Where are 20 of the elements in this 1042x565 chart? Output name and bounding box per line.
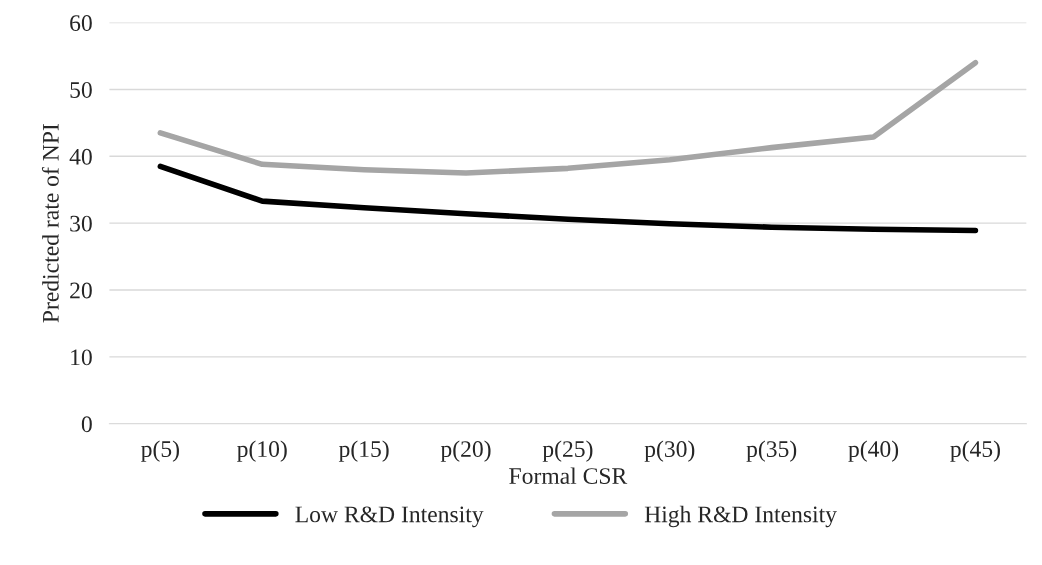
x-axis-title: Formal CSR [509, 467, 628, 484]
y-tick-label: 30 [70, 215, 92, 232]
y-tick-label: 40 [69, 148, 92, 165]
x-tick-label: p(10) [237, 440, 287, 462]
x-tick-label: p(40) [848, 440, 899, 462]
x-tick-label: p(35) [746, 440, 797, 462]
y-axis-title: Predicted rate of NPI [41, 124, 59, 323]
y-tick-label: 0 [81, 416, 92, 433]
y-tick-label: 10 [71, 349, 92, 366]
y-tick-label: 20 [70, 282, 92, 299]
x-tick-label: p(15) [338, 440, 389, 462]
y-tick-label: 60 [70, 15, 92, 32]
x-tick-label: p(25) [542, 440, 593, 462]
x-tick-label: p(45) [950, 440, 1000, 462]
y-tick-label: 50 [70, 81, 92, 98]
legend-label: Low R&D Intensity [295, 506, 484, 528]
x-tick-label: p(30) [644, 440, 695, 462]
x-tick-label: p(20) [440, 440, 491, 462]
legend-label: High R&D Intensity [644, 505, 837, 528]
x-tick-label: p(5) [141, 440, 179, 462]
